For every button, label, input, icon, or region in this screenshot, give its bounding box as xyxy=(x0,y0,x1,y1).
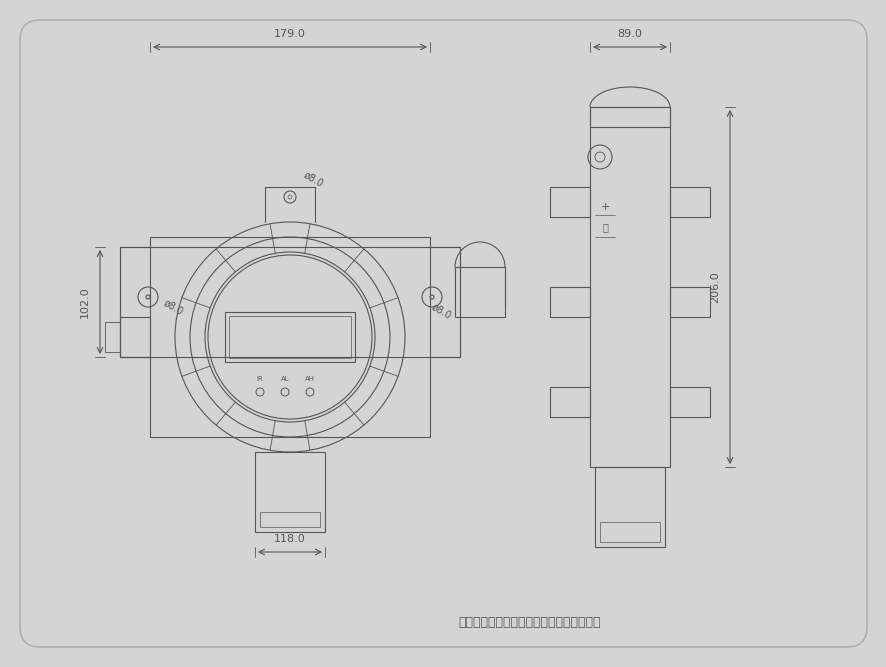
Bar xyxy=(669,187,709,217)
Text: ø8.0: ø8.0 xyxy=(301,170,325,189)
Bar xyxy=(669,387,709,417)
Bar xyxy=(599,522,659,542)
Text: 102.0: 102.0 xyxy=(80,286,89,318)
Bar xyxy=(225,312,354,362)
Text: +: + xyxy=(600,202,609,212)
Bar xyxy=(150,237,430,437)
Text: 带声光报警气体检测仪外形及其安装孔位图: 带声光报警气体检测仪外形及其安装孔位图 xyxy=(458,616,601,628)
Bar xyxy=(669,287,709,317)
Bar xyxy=(254,452,324,532)
Text: 118.0: 118.0 xyxy=(274,534,306,544)
Bar xyxy=(455,267,504,317)
Bar xyxy=(549,387,589,417)
Bar xyxy=(589,107,669,127)
Bar xyxy=(120,317,150,357)
Text: ø8.0: ø8.0 xyxy=(430,301,453,321)
FancyBboxPatch shape xyxy=(20,20,866,647)
Text: AL: AL xyxy=(280,376,289,382)
Bar xyxy=(589,107,669,467)
Bar xyxy=(105,322,120,352)
Text: 206.0: 206.0 xyxy=(709,271,719,303)
Bar xyxy=(120,247,460,357)
Bar xyxy=(595,467,664,547)
Bar xyxy=(549,187,589,217)
Text: 89.0: 89.0 xyxy=(617,29,641,39)
Text: AH: AH xyxy=(305,376,315,382)
Bar xyxy=(549,287,589,317)
Bar xyxy=(229,316,351,358)
Text: ⏚: ⏚ xyxy=(602,222,607,232)
Text: ø8.0: ø8.0 xyxy=(162,297,185,317)
Bar xyxy=(260,512,320,527)
Text: 179.0: 179.0 xyxy=(274,29,306,39)
Text: IR: IR xyxy=(256,376,263,382)
